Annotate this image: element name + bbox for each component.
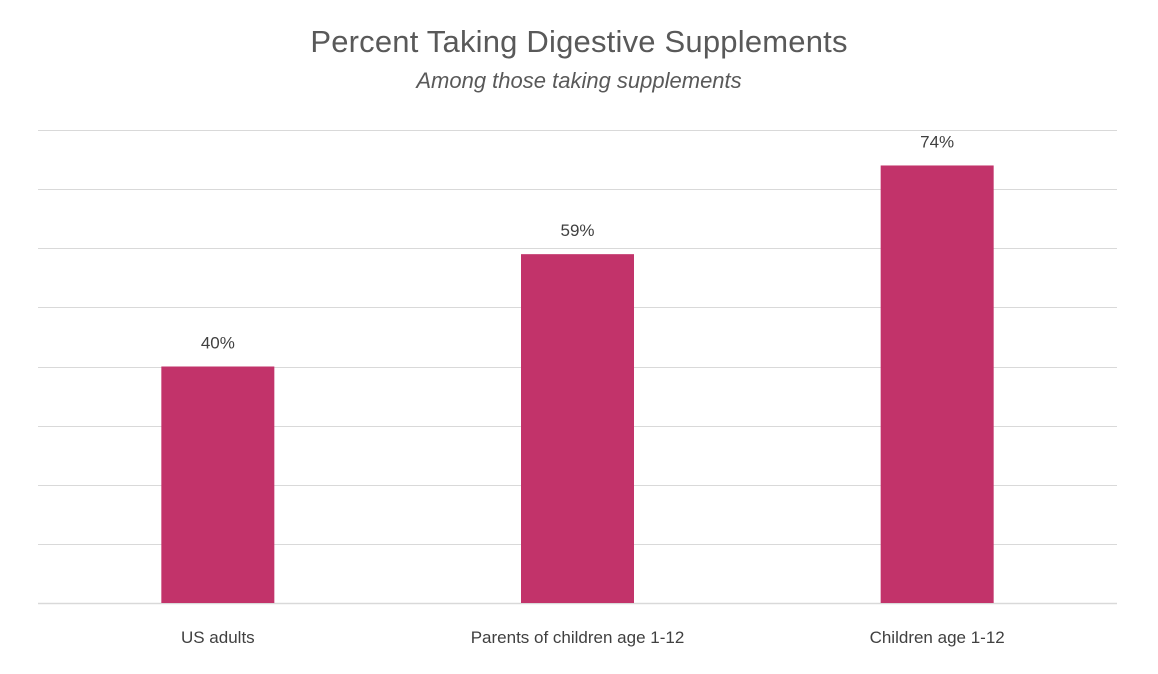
bars <box>161 165 994 603</box>
data-label: 74% <box>920 132 954 151</box>
data-label: 59% <box>560 221 594 240</box>
bar <box>161 366 275 603</box>
bar <box>880 165 994 603</box>
category-label: Children age 1-12 <box>870 628 1005 647</box>
data-labels: 40% 59% 74% <box>201 132 954 352</box>
category-label: US adults <box>181 628 255 647</box>
category-label: Parents of children age 1-12 <box>471 628 685 647</box>
bar <box>521 254 634 603</box>
chart-title: Percent Taking Digestive Supplements <box>310 24 848 59</box>
data-label: 40% <box>201 334 235 353</box>
category-labels: US adults Parents of children age 1-12 Chi… <box>181 628 1005 647</box>
chart-subtitle: Among those taking supplements <box>416 68 742 93</box>
